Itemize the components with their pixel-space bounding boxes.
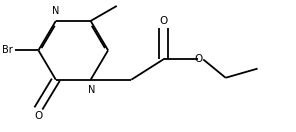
Text: Br: Br <box>2 45 13 55</box>
Text: O: O <box>34 111 43 121</box>
Text: O: O <box>194 55 202 64</box>
Text: N: N <box>52 6 59 16</box>
Text: N: N <box>88 85 95 95</box>
Text: O: O <box>159 16 167 25</box>
